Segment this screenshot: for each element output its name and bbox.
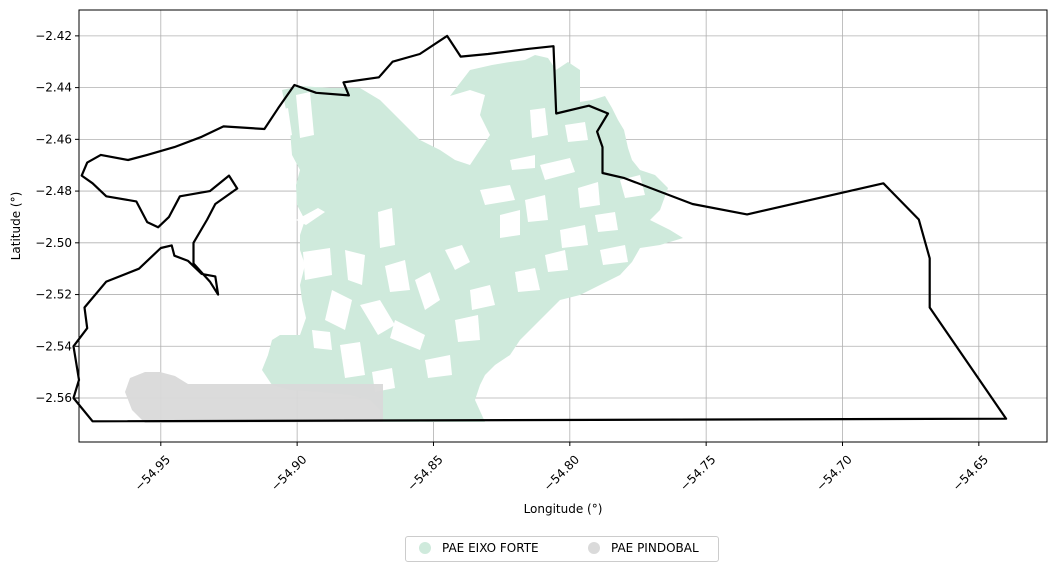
x-tick-label: −54.90 [268,452,309,493]
boundary-line [72,34,1008,423]
parcel-gaps [280,92,645,392]
x-tick-label: −54.75 [677,452,718,493]
legend-item-pae-eixo-forte: PAE EIXO FORTE [419,541,539,555]
legend-label-pae-eixo-forte: PAE EIXO FORTE [442,541,539,555]
y-tick-label: −2.52 [35,288,72,302]
x-tick-label: −54.80 [541,452,582,493]
x-axis-label: Longitude (°) [524,502,603,516]
legend-marker-pae-eixo-forte [419,542,431,554]
x-tick-label: −54.65 [950,452,991,493]
pae-pindobal-polygon [125,372,383,423]
x-tick-label: −54.70 [814,452,855,493]
y-tick-label: −2.44 [35,81,72,95]
parcel-polygons [125,55,683,423]
pae-eixo-forte-polygon [262,55,683,422]
y-tick-label: −2.42 [35,29,72,43]
axes-frame [78,9,1048,443]
y-tick-label: −2.54 [35,339,72,353]
x-tick-label: −54.95 [132,452,173,493]
y-tick-label: −2.50 [35,236,72,250]
y-tick-label: −2.48 [35,184,72,198]
y-axis-label: Latitude (°) [9,192,23,261]
x-tick-label: −54.85 [405,452,446,493]
legend-item-pae-pindobal: PAE PINDOBAL [588,541,699,555]
y-tick-label: −2.46 [35,132,72,146]
y-tick-label: −2.56 [35,391,72,405]
legend-marker-pae-pindobal [588,542,600,554]
legend-label-pae-pindobal: PAE PINDOBAL [611,541,699,555]
boundary-outline [72,34,1008,423]
legend: PAE EIXO FORTE PAE PINDOBAL [405,536,719,562]
